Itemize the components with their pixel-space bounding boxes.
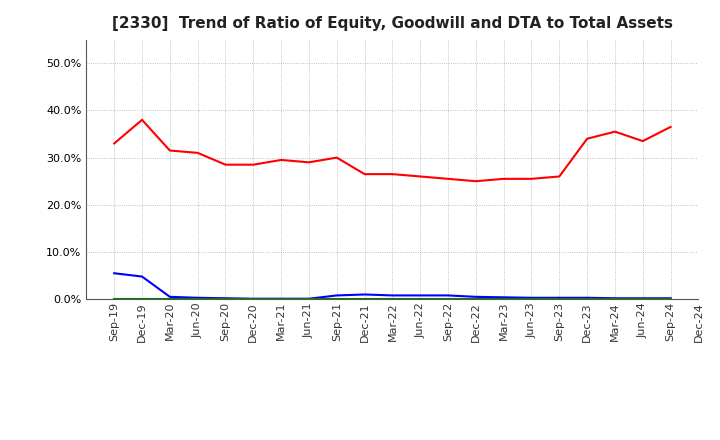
Equity	[527, 176, 536, 181]
Title: [2330]  Trend of Ratio of Equity, Goodwill and DTA to Total Assets: [2330] Trend of Ratio of Equity, Goodwil…	[112, 16, 673, 32]
Goodwill	[527, 295, 536, 301]
Goodwill	[416, 293, 425, 298]
Deferred Tax Assets	[472, 296, 480, 301]
Goodwill	[472, 294, 480, 300]
Equity	[221, 162, 230, 167]
Deferred Tax Assets	[166, 296, 174, 301]
Goodwill	[138, 274, 146, 279]
Deferred Tax Assets	[500, 296, 508, 301]
Deferred Tax Assets	[416, 296, 425, 301]
Deferred Tax Assets	[388, 296, 397, 301]
Goodwill	[360, 292, 369, 297]
Equity	[333, 155, 341, 160]
Equity	[276, 158, 285, 163]
Deferred Tax Assets	[555, 296, 564, 301]
Equity	[166, 148, 174, 153]
Equity	[305, 160, 313, 165]
Line: Goodwill: Goodwill	[114, 273, 670, 299]
Equity	[416, 174, 425, 179]
Deferred Tax Assets	[138, 296, 146, 301]
Equity	[444, 176, 452, 181]
Deferred Tax Assets	[110, 296, 119, 301]
Line: Equity: Equity	[114, 120, 670, 181]
Deferred Tax Assets	[360, 296, 369, 301]
Goodwill	[611, 296, 619, 301]
Equity	[360, 172, 369, 177]
Goodwill	[166, 294, 174, 300]
Deferred Tax Assets	[582, 296, 591, 301]
Goodwill	[639, 296, 647, 301]
Equity	[611, 129, 619, 134]
Goodwill	[388, 293, 397, 298]
Deferred Tax Assets	[249, 296, 258, 301]
Goodwill	[194, 295, 202, 301]
Equity	[666, 124, 675, 129]
Equity	[582, 136, 591, 141]
Goodwill	[666, 296, 675, 301]
Deferred Tax Assets	[221, 296, 230, 301]
Deferred Tax Assets	[194, 296, 202, 301]
Goodwill	[582, 295, 591, 301]
Deferred Tax Assets	[444, 296, 452, 301]
Equity	[555, 174, 564, 179]
Equity	[138, 117, 146, 122]
Goodwill	[444, 293, 452, 298]
Equity	[194, 150, 202, 155]
Goodwill	[555, 295, 564, 301]
Deferred Tax Assets	[333, 296, 341, 301]
Deferred Tax Assets	[305, 296, 313, 301]
Goodwill	[276, 296, 285, 301]
Deferred Tax Assets	[276, 296, 285, 301]
Goodwill	[333, 293, 341, 298]
Deferred Tax Assets	[639, 296, 647, 301]
Goodwill	[249, 296, 258, 301]
Deferred Tax Assets	[611, 296, 619, 301]
Equity	[500, 176, 508, 181]
Goodwill	[110, 271, 119, 276]
Goodwill	[500, 295, 508, 300]
Equity	[110, 141, 119, 146]
Goodwill	[305, 296, 313, 301]
Equity	[472, 179, 480, 184]
Equity	[388, 172, 397, 177]
Deferred Tax Assets	[527, 296, 536, 301]
Deferred Tax Assets	[666, 296, 675, 301]
Equity	[249, 162, 258, 167]
Goodwill	[221, 296, 230, 301]
Equity	[639, 139, 647, 144]
